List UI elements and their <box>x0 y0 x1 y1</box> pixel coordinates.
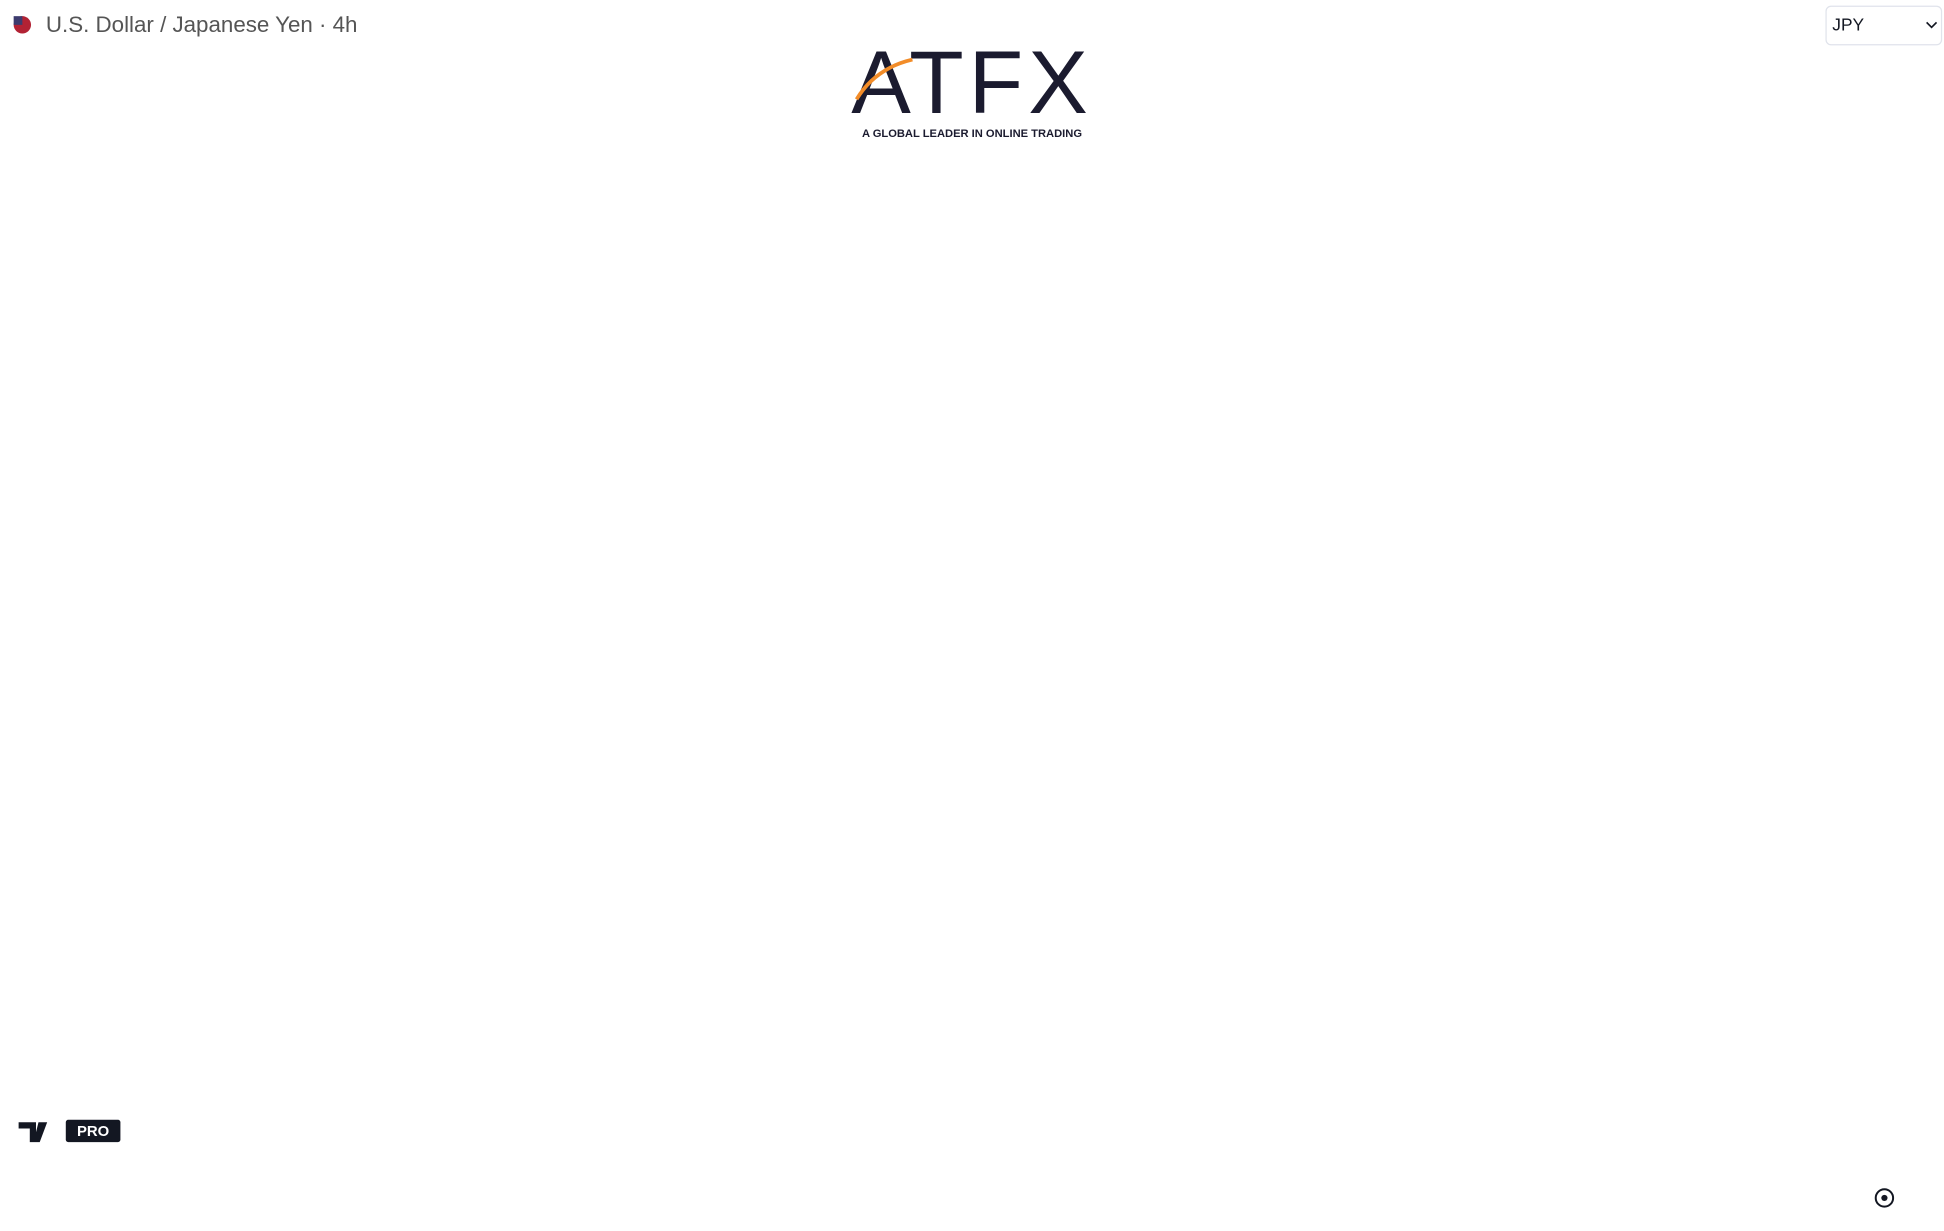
chart-title: U.S. Dollar / Japanese Yen · 4h <box>46 12 358 37</box>
currency-label[interactable]: JPY <box>1832 15 1864 35</box>
badge-label: PRO <box>77 1124 109 1140</box>
currency-selector[interactable] <box>1825 5 1943 46</box>
logo-tagline: A GLOBAL LEADER IN ONLINE TRADING <box>862 128 1082 140</box>
overlay: U.S. Dollar / Japanese Yen · 4h JPY ATFX… <box>13 5 1943 1208</box>
settings-icon <box>1881 1194 1888 1202</box>
logo: ATFX <box>851 32 1093 132</box>
settings-icon[interactable] <box>1874 1188 1895 1208</box>
flag-icon <box>13 16 23 25</box>
dropdown-arrow <box>1926 21 1938 29</box>
tv-logo <box>18 1122 48 1143</box>
logo-swoosh <box>854 57 913 101</box>
tv-badge <box>65 1119 121 1143</box>
